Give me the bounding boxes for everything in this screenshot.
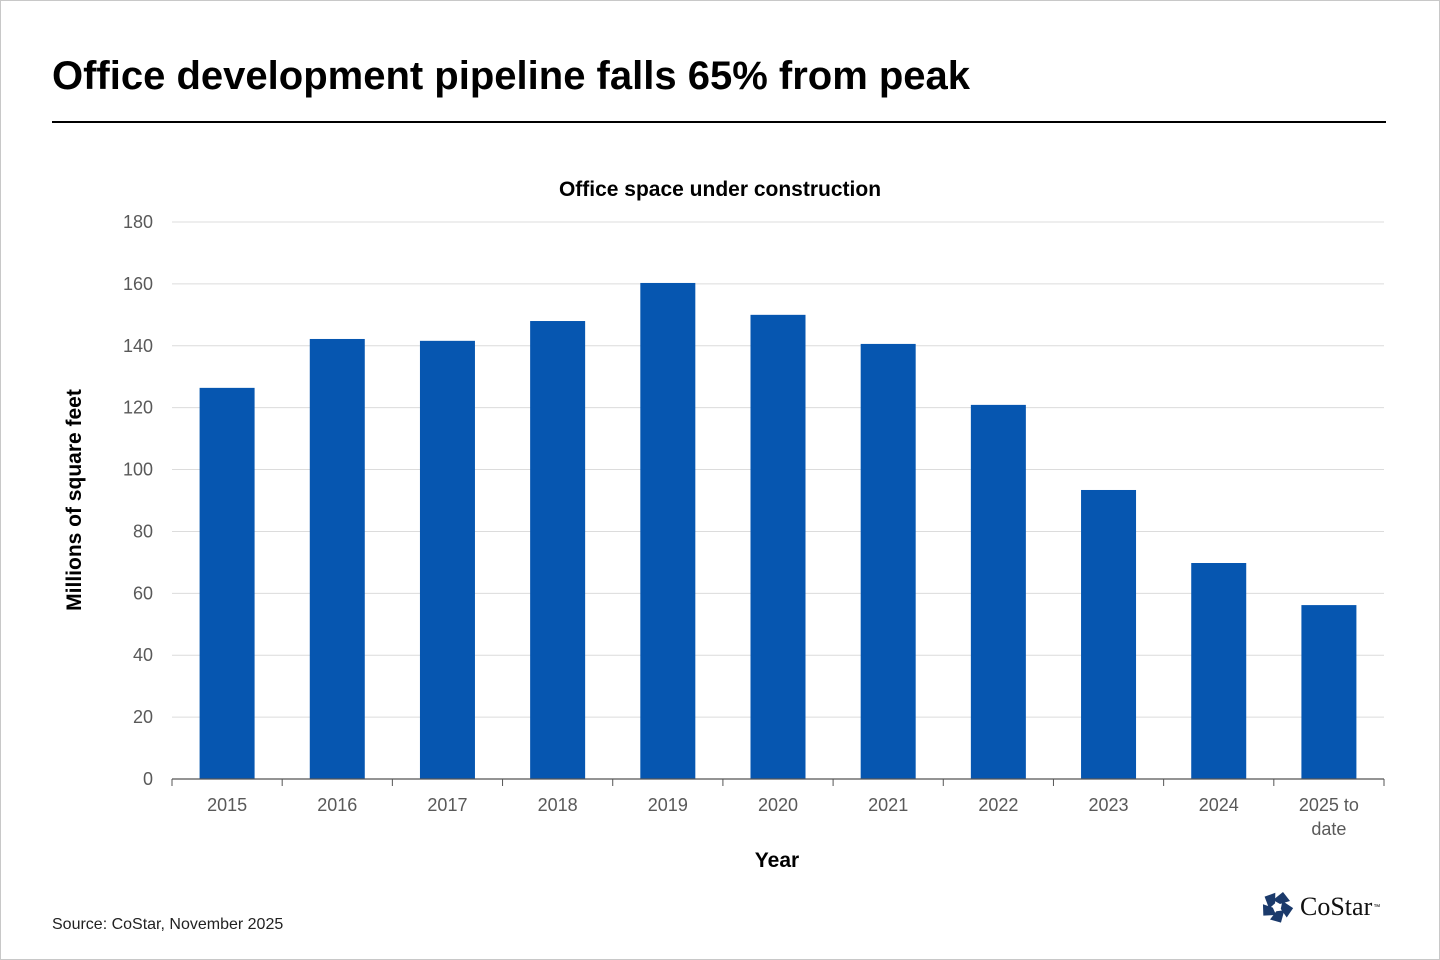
bar-2018 <box>530 321 586 779</box>
logo-trademark: ™ <box>1373 903 1381 911</box>
chart-title: Office space under construction <box>559 178 881 201</box>
bar-2016 <box>309 338 365 779</box>
x-tick-label-line: 2015 <box>207 795 247 815</box>
x-tick-label-line: 2024 <box>1199 795 1239 815</box>
x-tick-label: 2017 <box>427 795 467 815</box>
y-axis-label: Millions of square feet <box>63 389 86 611</box>
bar-2019 <box>640 282 696 779</box>
costar-star-icon <box>1262 892 1294 923</box>
bar-2017 <box>419 340 475 779</box>
headline: Office development pipeline falls 65% fr… <box>52 54 971 98</box>
x-axis-label: Year <box>755 849 799 872</box>
y-tick-label: 160 <box>123 274 153 294</box>
x-tick-label: 2025 to date <box>1299 795 1359 839</box>
x-tick-label-line: 2019 <box>648 795 688 815</box>
x-tick-label: 2023 <box>1089 795 1129 815</box>
x-tick-label: 2015 <box>207 795 247 815</box>
source-note: Source: CoStar, November 2025 <box>52 916 284 933</box>
x-axis <box>171 778 1385 786</box>
y-tick-label: 20 <box>133 707 153 727</box>
y-tick-label: 80 <box>133 521 153 541</box>
y-tick-label: 100 <box>123 460 153 480</box>
x-tick-label-line: 2021 <box>868 795 908 815</box>
x-tick-label: 2016 <box>317 795 357 815</box>
y-tick-label: 120 <box>123 398 153 418</box>
logo-star-blade <box>1262 904 1277 916</box>
x-tick-label: 2021 <box>868 795 908 815</box>
bar-2025-to-date <box>1301 605 1357 779</box>
x-tick-label: 2020 <box>758 795 798 815</box>
logo-star-blade <box>1264 892 1276 909</box>
x-tick-label-line: 2023 <box>1089 795 1129 815</box>
logo-text: CoStar <box>1300 892 1373 921</box>
bars <box>199 282 1357 779</box>
bar-2023 <box>1081 489 1137 779</box>
x-tick-label-line: 2017 <box>427 795 467 815</box>
bar-2022 <box>970 404 1026 779</box>
x-tick-label: 2024 <box>1199 795 1239 815</box>
logo-star-blade <box>1280 901 1294 918</box>
bar-2021 <box>860 343 916 779</box>
x-tick-label: 2019 <box>648 795 688 815</box>
bar-2015 <box>199 387 255 779</box>
logo-star-blade <box>1270 910 1285 923</box>
x-tick-labels: 2015 2016 2017 2018 2019 2020 2021 2022 2023 2024… <box>207 795 1359 839</box>
x-tick-label-line: 2025 to <box>1299 795 1359 815</box>
y-tick-label: 60 <box>133 583 153 603</box>
x-tick-label-line: 2022 <box>978 795 1018 815</box>
x-tick-label-line: date <box>1311 819 1346 839</box>
bar-2020 <box>750 314 806 779</box>
x-tick-label-line: 2018 <box>538 795 578 815</box>
headline-rule <box>52 121 1386 123</box>
x-tick-label: 2022 <box>978 795 1018 815</box>
y-tick-label: 0 <box>143 769 153 789</box>
y-tick-labels: 0 20 40 60 80 100 120 140 160 180 <box>123 212 153 789</box>
costar-logo: CoStar ™ <box>1260 890 1380 924</box>
x-tick-label: 2018 <box>538 795 578 815</box>
y-tick-label: 40 <box>133 645 153 665</box>
x-tick-label-line: 2016 <box>317 795 357 815</box>
y-tick-label: 140 <box>123 336 153 356</box>
y-tick-label: 180 <box>123 212 153 232</box>
x-tick-label-line: 2020 <box>758 795 798 815</box>
logo-star-blade <box>1273 892 1290 904</box>
bar-2024 <box>1191 563 1247 779</box>
